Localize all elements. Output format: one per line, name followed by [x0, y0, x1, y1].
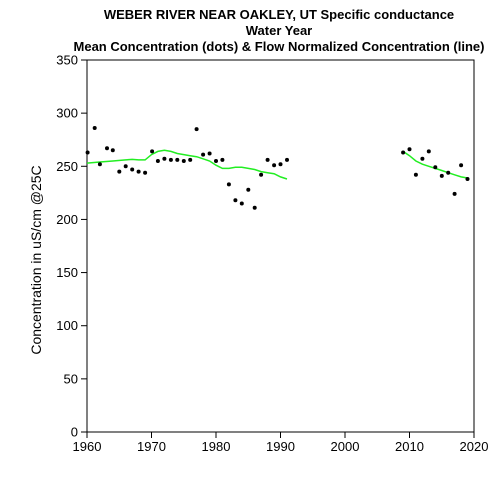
mean-concentration-point [259, 172, 264, 177]
mean-concentration-point [150, 149, 155, 154]
y-tick-label: 350 [56, 53, 78, 68]
mean-concentration-point [252, 205, 257, 210]
x-axis: 1960 1970 1980 1990 2000 2010 2020 [73, 432, 489, 454]
flow-normalized-segment [86, 149, 288, 180]
mean-concentration-point [162, 156, 167, 161]
mean-concentration-point [246, 187, 251, 192]
mean-concentration-point [407, 147, 412, 152]
mean-concentration-point [413, 172, 418, 177]
mean-concentration-point [239, 201, 244, 206]
mean-concentration-point [175, 157, 180, 162]
x-tick-label: 1970 [137, 439, 166, 454]
mean-concentration-point [285, 157, 289, 162]
mean-concentration-point [130, 167, 135, 172]
mean-concentration-point [143, 170, 148, 175]
y-tick-label: 200 [56, 212, 78, 227]
y-tick-label: 100 [56, 318, 78, 333]
mean-concentration-point [181, 159, 186, 163]
mean-concentration-point [201, 152, 206, 157]
plot-frame [86, 59, 475, 433]
mean-concentration-point [110, 148, 115, 153]
mean-concentration-point [97, 162, 102, 167]
mean-concentration-point [155, 159, 160, 163]
y-tick-label: 250 [56, 159, 78, 174]
flow-normalized-segment [402, 150, 468, 179]
mean-concentration-point [233, 198, 238, 203]
mean-concentration-point [117, 169, 122, 174]
y-tick-label: 150 [56, 265, 78, 280]
y-axis-label: Concentration in uS/cm @25C [28, 165, 44, 354]
mean-concentration-point [214, 159, 218, 163]
x-tick-label: 2000 [331, 439, 360, 454]
x-tick-label: 1980 [202, 439, 231, 454]
x-tick-label: 2010 [395, 439, 424, 454]
mean-concentration-point [105, 146, 109, 151]
mean-concentration-point [136, 169, 141, 174]
mean-concentration-point [452, 191, 457, 196]
mean-concentration-point [168, 157, 173, 162]
mean-concentration-point [123, 164, 128, 169]
y-tick-label: 0 [71, 425, 78, 440]
title-line-3: Mean Concentration (dots) & Flow Normali… [74, 39, 485, 54]
mean-concentration-point [194, 127, 199, 132]
mean-concentration-point [439, 173, 444, 178]
mean-concentration-point [220, 157, 225, 162]
x-tick-label: 1960 [73, 439, 102, 454]
mean-concentration-point [226, 182, 231, 187]
mean-concentration-point [426, 149, 431, 154]
flow-normalized-line [86, 149, 468, 180]
x-tick-label: 1990 [266, 439, 295, 454]
mean-concentration-point [401, 150, 406, 155]
y-axis: 0 50 100 150 200 250 300 350 [56, 53, 87, 440]
mean-concentration-point [433, 165, 438, 170]
mean-concentration-points [85, 126, 470, 210]
mean-concentration-point [207, 151, 212, 156]
mean-concentration-point [188, 157, 193, 162]
chart-title: WEBER RIVER NEAR OAKLEY, UT Specific con… [74, 7, 485, 54]
mean-concentration-point [85, 150, 90, 155]
mean-concentration-point [420, 156, 425, 161]
mean-concentration-point [272, 163, 277, 168]
mean-concentration-point [265, 157, 270, 162]
x-tick-label: 2020 [460, 439, 489, 454]
y-tick-label: 50 [64, 371, 78, 386]
y-tick-label: 300 [56, 106, 78, 121]
mean-concentration-point [465, 177, 470, 181]
title-line-1: WEBER RIVER NEAR OAKLEY, UT Specific con… [104, 7, 454, 22]
title-line-2: Water Year [246, 23, 313, 38]
mean-concentration-point [92, 126, 97, 130]
mean-concentration-point [459, 163, 464, 168]
mean-concentration-point [278, 162, 283, 167]
mean-concentration-point [446, 170, 451, 175]
